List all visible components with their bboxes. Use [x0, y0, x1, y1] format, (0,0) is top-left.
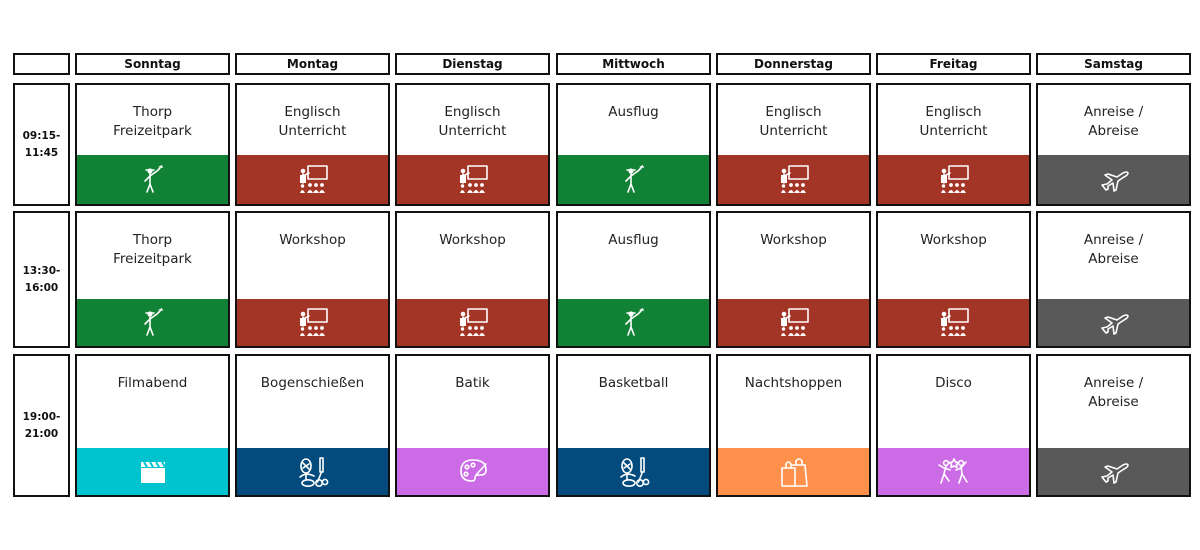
day-header-donnerstag: Donnerstag: [716, 53, 871, 75]
day-header-mittwoch: Mittwoch: [556, 53, 711, 75]
day-header-samstag: Samstag: [1036, 53, 1191, 75]
classroom-icon: [777, 306, 811, 340]
activity-cell[interactable]: Workshop: [235, 211, 390, 348]
activity-cell[interactable]: Workshop: [395, 211, 550, 348]
activity-category-band: [1038, 448, 1189, 495]
activity-cell[interactable]: Ausflug: [556, 211, 711, 348]
classroom-icon: [937, 306, 971, 340]
classroom-icon: [296, 163, 330, 197]
activity-cell[interactable]: Thorp Freizeitpark: [75, 211, 230, 348]
activity-category-band: [1038, 299, 1189, 346]
header-corner: [13, 53, 70, 75]
activity-title: Anreise / Abreise: [1083, 104, 1144, 139]
activity-cell[interactable]: Filmabend: [75, 354, 230, 497]
activity-title: Bogenschießen: [260, 375, 365, 391]
activity-cell[interactable]: Basketball: [556, 354, 711, 497]
activity-cell[interactable]: Anreise / Abreise: [1036, 354, 1191, 497]
activity-cell[interactable]: Anreise / Abreise: [1036, 211, 1191, 348]
activity-category-band: [1038, 155, 1189, 204]
sports-equipment-icon: [296, 455, 330, 489]
activity-category-band: [878, 299, 1029, 346]
activity-category-band: [718, 448, 869, 495]
day-header-dienstag: Dienstag: [395, 53, 550, 75]
activity-title: Englisch Unterricht: [759, 104, 828, 139]
airplane-icon: [1097, 455, 1131, 489]
tour-guide-icon: [136, 163, 170, 197]
activity-category-band: [558, 299, 709, 346]
activity-cell[interactable]: Batik: [395, 354, 550, 497]
day-header-sonntag: Sonntag: [75, 53, 230, 75]
activity-category-band: [558, 448, 709, 495]
activity-title: Nachtshoppen: [744, 375, 843, 391]
activity-category-band: [558, 155, 709, 204]
activity-category-band: [718, 299, 869, 346]
time-slot-label: 13:30- 16:00: [13, 211, 70, 348]
activity-cell[interactable]: Nachtshoppen: [716, 354, 871, 497]
activity-title: Workshop: [920, 232, 987, 248]
classroom-icon: [456, 163, 490, 197]
activity-title: Anreise / Abreise: [1083, 232, 1144, 267]
activity-title: Thorp Freizeitpark: [113, 104, 192, 139]
activity-category-band: [77, 299, 228, 346]
activity-category-band: [718, 155, 869, 204]
activity-title: Workshop: [439, 232, 506, 248]
classroom-icon: [937, 163, 971, 197]
activity-cell[interactable]: Ausflug: [556, 83, 711, 206]
activity-category-band: [237, 299, 388, 346]
activity-title: Disco: [935, 375, 972, 391]
activity-cell[interactable]: Workshop: [716, 211, 871, 348]
activity-title: Englisch Unterricht: [919, 104, 988, 139]
classroom-icon: [777, 163, 811, 197]
activity-cell[interactable]: Englisch Unterricht: [395, 83, 550, 206]
activity-category-band: [397, 299, 548, 346]
activity-title: Englisch Unterricht: [438, 104, 507, 139]
activity-category-band: [878, 448, 1029, 495]
classroom-icon: [456, 306, 490, 340]
activity-category-band: [77, 448, 228, 495]
clapperboard-icon: [136, 455, 170, 489]
activity-cell[interactable]: Bogenschießen: [235, 354, 390, 497]
activity-title: Batik: [455, 375, 490, 391]
day-header-freitag: Freitag: [876, 53, 1031, 75]
activity-category-band: [878, 155, 1029, 204]
activity-cell[interactable]: Workshop: [876, 211, 1031, 348]
activity-cell[interactable]: Disco: [876, 354, 1031, 497]
dancing-people-icon: [937, 455, 971, 489]
tour-guide-icon: [617, 163, 651, 197]
activity-title: Basketball: [598, 375, 669, 391]
shopping-bags-icon: [777, 455, 811, 489]
activity-cell[interactable]: Thorp Freizeitpark: [75, 83, 230, 206]
activity-title: Anreise / Abreise: [1083, 375, 1144, 410]
airplane-icon: [1097, 306, 1131, 340]
activity-cell[interactable]: Englisch Unterricht: [876, 83, 1031, 206]
activity-title: Workshop: [760, 232, 827, 248]
activity-cell[interactable]: Anreise / Abreise: [1036, 83, 1191, 206]
activity-title: Ausflug: [608, 104, 659, 120]
activity-title: Filmabend: [117, 375, 188, 391]
paint-palette-icon: [456, 455, 490, 489]
day-header-montag: Montag: [235, 53, 390, 75]
tour-guide-icon: [136, 306, 170, 340]
activity-category-band: [237, 155, 388, 204]
activity-cell[interactable]: Englisch Unterricht: [235, 83, 390, 206]
activity-category-band: [397, 155, 548, 204]
sports-equipment-icon: [617, 455, 651, 489]
activity-title: Workshop: [279, 232, 346, 248]
airplane-icon: [1097, 163, 1131, 197]
classroom-icon: [296, 306, 330, 340]
time-slot-label: 19:00- 21:00: [13, 354, 70, 497]
activity-title: Thorp Freizeitpark: [113, 232, 192, 267]
activity-cell[interactable]: Englisch Unterricht: [716, 83, 871, 206]
activity-category-band: [237, 448, 388, 495]
activity-category-band: [77, 155, 228, 204]
tour-guide-icon: [617, 306, 651, 340]
activity-title: Englisch Unterricht: [278, 104, 347, 139]
activity-title: Ausflug: [608, 232, 659, 248]
activity-category-band: [397, 448, 548, 495]
time-slot-label: 09:15- 11:45: [13, 83, 70, 206]
